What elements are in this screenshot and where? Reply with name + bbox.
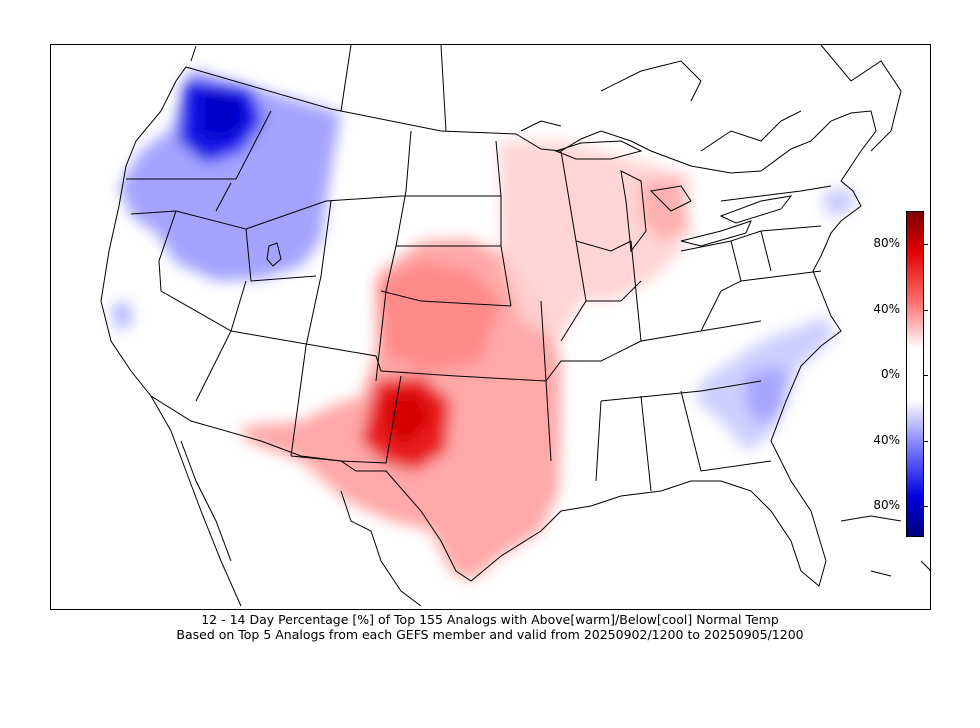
map-frame	[50, 44, 931, 610]
state-borders-east	[495, 140, 832, 492]
warm-region-michigan	[641, 179, 691, 241]
cool-core-northwest-inner	[201, 89, 246, 139]
colorbar-tick-label: 80%	[873, 236, 900, 250]
colorbar-tick	[924, 375, 928, 376]
colorbar	[906, 211, 924, 537]
cool-region-northwest	[119, 69, 341, 281]
colorbar-tick	[924, 310, 928, 311]
state-borders-west	[126, 110, 552, 464]
caribbean-islands	[840, 515, 930, 577]
colorbar-tick-label: 80%	[873, 498, 900, 512]
colorbar-tick	[924, 506, 928, 507]
warm-core-inner	[386, 393, 431, 446]
great-salt-lake	[266, 242, 282, 267]
conus-map	[100, 45, 930, 607]
cool-shading	[111, 69, 853, 451]
cool-core-southeast	[746, 366, 786, 426]
great-lakes	[554, 140, 793, 253]
colorbar-tick	[924, 441, 928, 442]
canada-coast	[190, 45, 902, 152]
map-boundaries	[100, 45, 930, 607]
colorbar-tick	[924, 244, 928, 245]
warm-region-colorado-kansas	[376, 261, 501, 371]
us-outline	[100, 66, 877, 587]
colorbar-tick-label: 0%	[880, 367, 900, 381]
caption-line-2: Based on Top 5 Analogs from each GEFS me…	[176, 627, 804, 642]
colorbar-tick-label: 40%	[873, 302, 900, 316]
caption-line-1: 12 - 14 Day Percentage [%] of Top 155 An…	[201, 612, 779, 627]
warm-region-midwest	[499, 141, 691, 341]
colorbar-tick-label: 40%	[873, 433, 900, 447]
warm-shading	[241, 141, 691, 581]
cool-region-newengland	[823, 189, 853, 217]
mexico-coast	[150, 395, 422, 607]
cool-region-nevada-small	[111, 301, 133, 331]
